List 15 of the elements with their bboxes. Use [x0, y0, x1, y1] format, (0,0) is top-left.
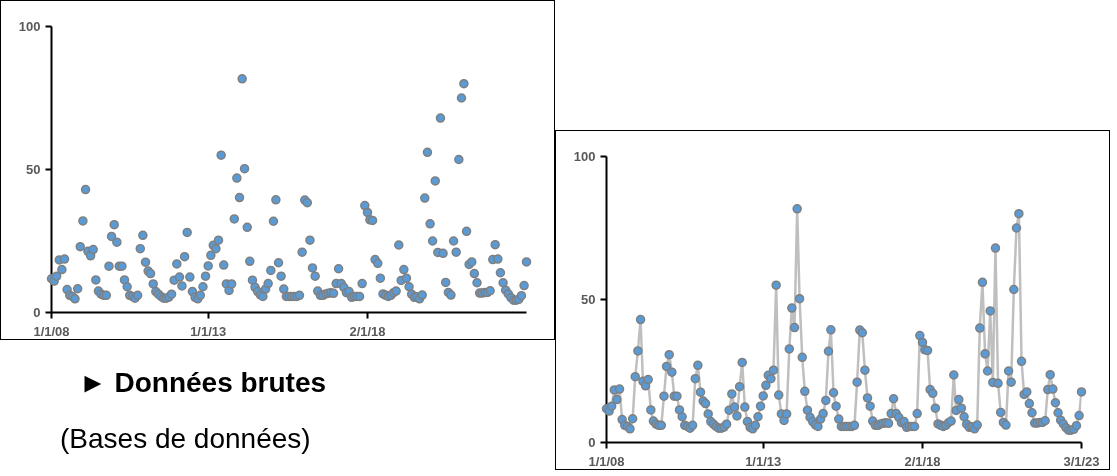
- x-tick-label: 2/1/18: [904, 453, 941, 469]
- text: ► Données brutes: [79, 366, 327, 398]
- y-tick-label: 0: [588, 435, 596, 450]
- text: (Bases de données): [60, 422, 311, 454]
- x-tick-label: 1/1/08: [588, 453, 625, 469]
- x-tick-label: 1/1/08: [33, 323, 70, 339]
- x-tick-label: 1/1/13: [745, 453, 782, 469]
- y-tick-label: 0: [33, 305, 41, 320]
- y-tick-label: 100: [18, 19, 41, 34]
- y-tick-label: 100: [573, 149, 596, 164]
- x-tick-label: 2/1/18: [349, 323, 386, 339]
- x-tick-label: 1/1/13: [190, 323, 227, 339]
- y-tick-label: 50: [26, 162, 41, 177]
- y-tick-label: 50: [581, 292, 596, 307]
- x-tick-label: 3/1/23: [1063, 453, 1100, 469]
